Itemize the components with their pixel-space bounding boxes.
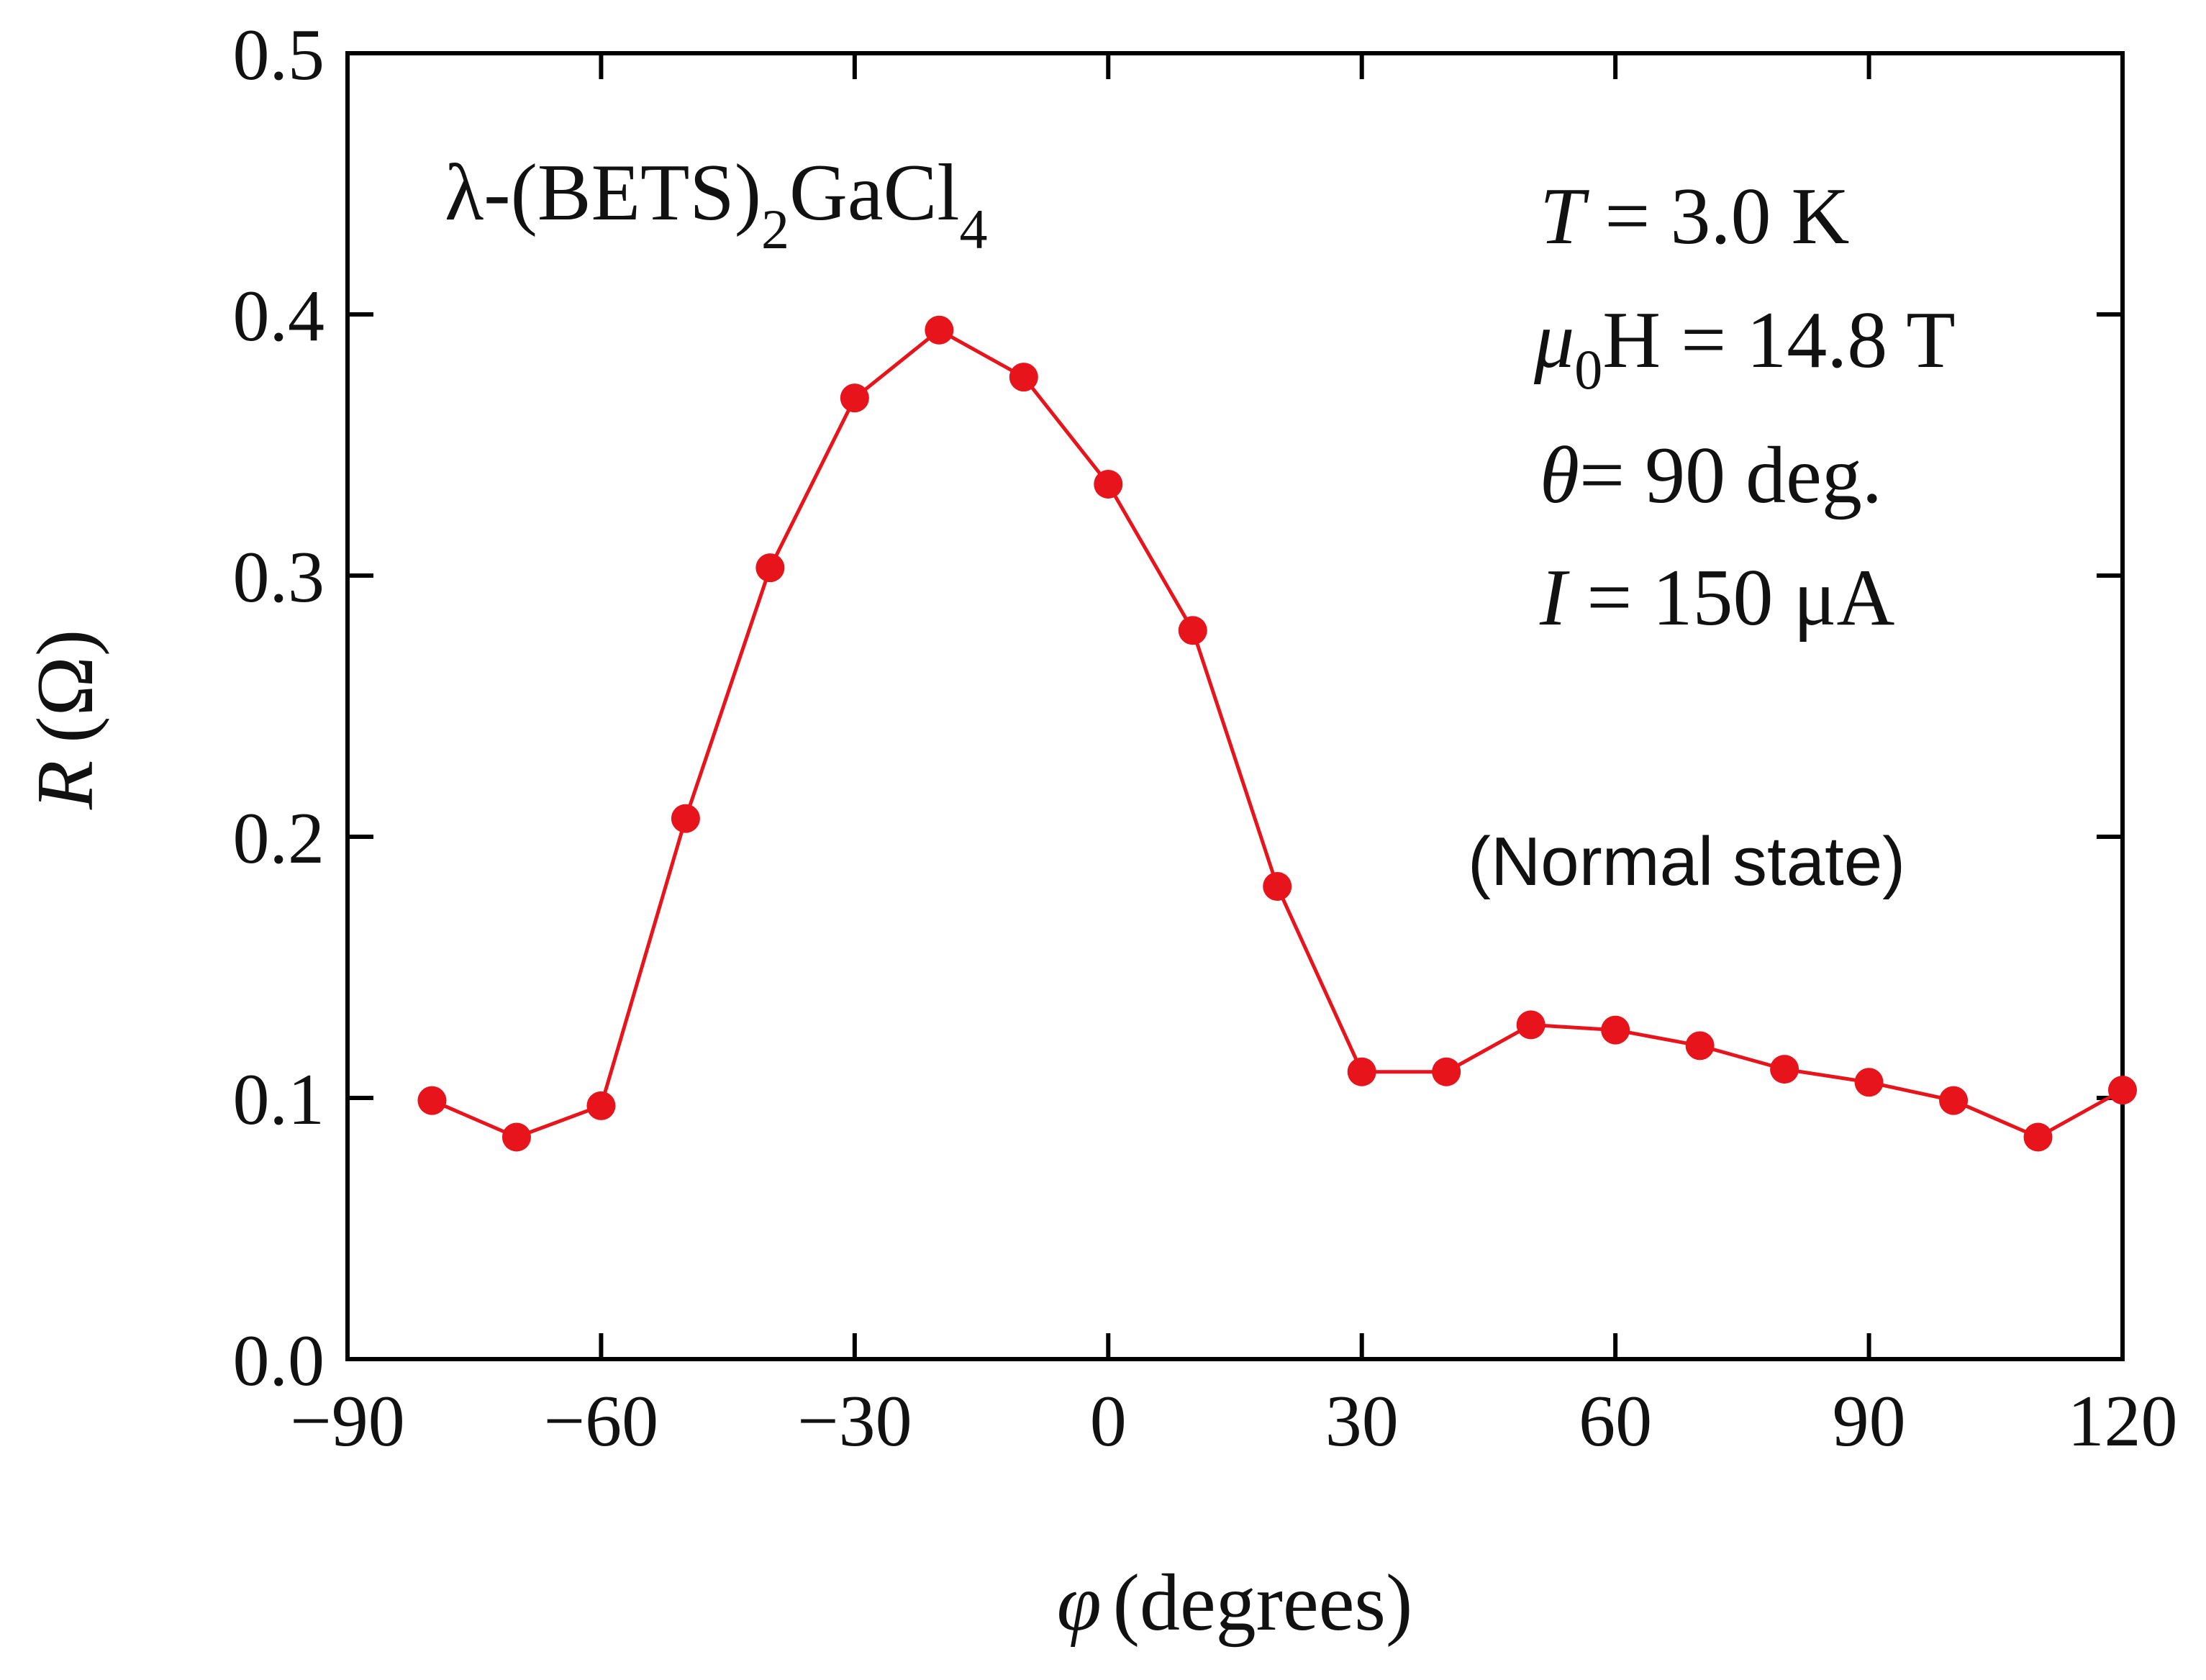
y-tick-label: 0.3: [233, 537, 325, 618]
x-tick-label: 90: [1833, 1381, 1906, 1462]
data-point: [925, 315, 954, 345]
tick-labels: −90 −60 −30 0 30 60 90 120 0.0 0.1 0.2 0.3 0.4 0.5: [233, 14, 2178, 1462]
field-symbol: μ: [1533, 296, 1574, 385]
field-value: H = 14.8 T: [1602, 296, 1955, 385]
data-point: [1094, 469, 1123, 499]
y-tick-label: 0.1: [233, 1059, 325, 1140]
x-axis-title: φ (degrees): [1057, 1558, 1413, 1648]
y-tick-label: 0.5: [233, 14, 325, 96]
x-tick-label: −30: [797, 1381, 912, 1462]
x-axis-unit: (degrees): [1113, 1558, 1413, 1648]
field-sub: 0: [1574, 338, 1602, 401]
y-axis-unit: (Ω): [21, 630, 110, 743]
temperature-label: T = 3.0 K: [1540, 172, 1849, 261]
compound-mid: GaCl: [789, 148, 959, 237]
compound-sub2: 4: [959, 198, 987, 260]
y-axis-symbol: R: [21, 760, 110, 810]
y-tick-label: 0.2: [233, 798, 325, 879]
angle-label: θ= 90 deg.: [1540, 431, 1882, 520]
compound-sub1: 2: [761, 198, 789, 260]
angle-symbol: θ: [1540, 431, 1579, 520]
data-point: [2023, 1122, 2053, 1152]
x-tick-label: −90: [290, 1381, 405, 1462]
x-tick-label: 30: [1325, 1381, 1399, 1462]
compound-label: λ-(BETS)2GaCl4: [445, 148, 987, 260]
field-label: μ0H = 14.8 T: [1533, 296, 1956, 401]
plot-frame: [345, 51, 2125, 1361]
data-point: [1263, 871, 1292, 901]
data-point: [1854, 1068, 1884, 1097]
data-point: [586, 1091, 616, 1120]
angle-value: = 90 deg.: [1579, 431, 1882, 520]
x-tick-label: 0: [1090, 1381, 1127, 1462]
data-point: [2108, 1076, 2137, 1105]
current-label: I = 150 μA: [1539, 553, 1895, 643]
current-value: = 150 μA: [1566, 553, 1894, 643]
compound-lambda: λ-(BETS): [445, 148, 761, 237]
data-point: [417, 1086, 447, 1115]
ticks: [345, 51, 2125, 1361]
x-tick-label: −60: [544, 1381, 659, 1462]
data-point: [671, 804, 700, 833]
temperature-symbol: T: [1540, 172, 1589, 261]
data-point: [501, 1122, 531, 1152]
y-tick-label: 0.4: [233, 276, 325, 357]
y-axis-title: R (Ω): [21, 630, 110, 810]
data-point: [1516, 1010, 1545, 1040]
data-point: [1347, 1057, 1376, 1086]
current-symbol: I: [1539, 553, 1570, 643]
y-tick-label: 0.0: [233, 1320, 325, 1402]
data-point: [1601, 1015, 1630, 1045]
data-point: [1770, 1055, 1799, 1084]
data-point: [1685, 1031, 1715, 1061]
data-point: [1432, 1057, 1461, 1086]
data-point: [755, 553, 785, 583]
series: [417, 315, 2137, 1152]
data-point: [1939, 1086, 1969, 1115]
temperature-value: = 3.0 K: [1584, 172, 1849, 261]
x-tick-label: 120: [2068, 1381, 2178, 1462]
data-point: [1178, 616, 1207, 645]
state-label: (Normal state): [1468, 823, 1905, 900]
data-point: [1009, 363, 1038, 392]
x-tick-label: 60: [1579, 1381, 1652, 1462]
x-axis-symbol: φ: [1057, 1558, 1102, 1648]
data-point: [840, 383, 869, 413]
